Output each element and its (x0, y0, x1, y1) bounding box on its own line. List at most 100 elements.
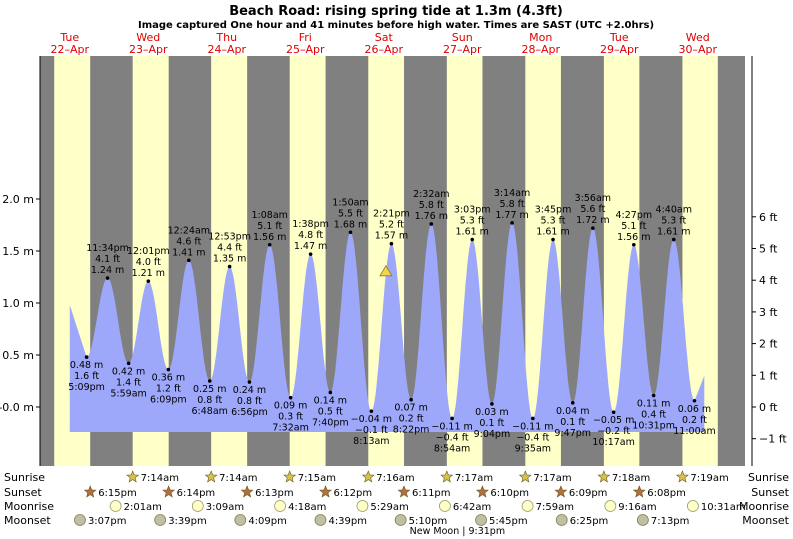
tide-metres: 0.11 m (637, 399, 670, 410)
tide-time: 2:32am (413, 189, 449, 200)
tide-metres: 1.61 m (657, 227, 690, 238)
tide-metres: 1.61 m (456, 227, 489, 238)
right-tick-label: 1 ft (759, 369, 778, 382)
sunset-icon (319, 485, 332, 498)
tide-metres: 0.07 m (394, 403, 427, 414)
tide-feet: 4.0 ft (136, 257, 161, 268)
tide-point (450, 416, 454, 421)
moonset-icon (74, 514, 86, 526)
tide-metres: 1.24 m (91, 265, 124, 276)
chart-subtitle: Image captured One hour and 41 minutes b… (138, 20, 654, 31)
tide-point (671, 237, 676, 242)
tide-point (510, 221, 514, 225)
tide-time: 3:14am (494, 188, 530, 199)
right-tick-label: 0 ft (759, 401, 778, 414)
sunset-icon (240, 485, 254, 498)
sunrise-time: 7:18am (612, 473, 650, 484)
tide-point (348, 230, 353, 235)
sunrise-time: 7:17am (533, 473, 571, 484)
tide-point (591, 226, 595, 230)
tide-point (328, 390, 333, 395)
day-date: 24–Apr (207, 43, 246, 56)
sunrise-icon (283, 470, 297, 483)
day-date: 28–Apr (521, 43, 560, 56)
tide-area (69, 222, 705, 432)
tide-time: 8:54am (434, 443, 470, 454)
tide-time: 5:59am (110, 388, 146, 399)
tide-metres: 0.06 m (678, 404, 711, 415)
tide-time: 10:31pm (632, 421, 675, 432)
moonset-time: 5:10pm (409, 516, 448, 527)
tide-time: 12:24am (168, 225, 210, 236)
row-label-right: Sunrise (748, 471, 789, 484)
tide-point (570, 401, 575, 405)
day-name: Tue (609, 31, 629, 44)
tide-time: 7:32am (272, 423, 308, 434)
tide-feet: 4.6 ft (176, 236, 201, 247)
tide-time: 11:00am (673, 426, 715, 437)
sunrise-time: 7:15am (298, 473, 336, 484)
tide-metres: 0.42 m (112, 366, 145, 377)
moonrise-time: 10:31am (701, 502, 746, 513)
row-label-left: Sunset (4, 486, 42, 499)
sunrise-icon (126, 470, 140, 483)
sunrise-icon (675, 470, 689, 483)
sunrise-icon (597, 470, 611, 483)
tide-metres: 1.72 m (576, 215, 609, 226)
day-date: 23–Apr (129, 43, 168, 56)
tide-feet: 0.2 ft (399, 414, 424, 425)
moon-phase-label: New Moon | 9:31pm (410, 526, 505, 537)
night-band (40, 56, 55, 466)
sunrise-time: 7:14am (141, 473, 179, 484)
tide-metres: 0.36 m (152, 373, 185, 384)
tide-metres: 1.56 m (617, 232, 650, 243)
row-label-right: Sunset (751, 486, 789, 499)
sunset-time: 6:15pm (98, 488, 137, 499)
tide-feet: −0.1 ft (355, 425, 388, 436)
tide-time: 11:34pm (86, 243, 129, 254)
tide-metres: 0.04 m (556, 406, 589, 417)
sunrise-icon (361, 470, 375, 483)
sunset-time: 6:14pm (177, 488, 216, 499)
tide-feet: 5.1 ft (257, 221, 282, 232)
moonrise-icon (274, 500, 286, 512)
tide-feet: 0.8 ft (237, 396, 262, 407)
tide-time: 3:45pm (535, 205, 572, 216)
tide-time: 4:40am (656, 205, 692, 216)
tide-time: 6:48am (192, 406, 228, 417)
left-tick-label: 1.0 m (2, 297, 34, 310)
tide-point (207, 379, 212, 383)
moonrise-time: 6:42am (453, 502, 491, 513)
left-tick-label: 0.5 m (2, 349, 34, 362)
day-date: 25–Apr (286, 43, 325, 56)
tide-time: 1:08am (251, 210, 287, 221)
tide-point (389, 241, 394, 246)
sunset-time: 6:08pm (647, 488, 686, 499)
day-name: Tue (59, 31, 79, 44)
current-level-marker (379, 265, 393, 277)
sunset-icon (162, 485, 176, 498)
sunrise-icon (204, 470, 218, 483)
tide-metres: 1.21 m (132, 268, 165, 279)
sunset-icon (554, 485, 568, 498)
moonset-time: 3:39pm (168, 516, 207, 527)
tide-point (187, 258, 191, 263)
tide-point (632, 242, 636, 247)
moonset-time: 3:07pm (88, 516, 127, 527)
moonrise-icon (521, 500, 534, 512)
tide-point (429, 222, 434, 226)
day-name: Mon (529, 31, 552, 44)
tide-metres: −0.11 m (512, 421, 553, 432)
tide-metres: 0.25 m (193, 384, 226, 395)
tide-metres: −0.05 m (593, 415, 634, 426)
tide-metres: 0.48 m (70, 360, 103, 371)
tide-metres: −0.11 m (431, 421, 472, 432)
tide-feet: 5.6 ft (580, 204, 605, 215)
day-date: 29–Apr (600, 43, 639, 56)
tide-point (267, 242, 272, 247)
day-name: Sun (452, 31, 473, 44)
tide-point (369, 409, 374, 413)
